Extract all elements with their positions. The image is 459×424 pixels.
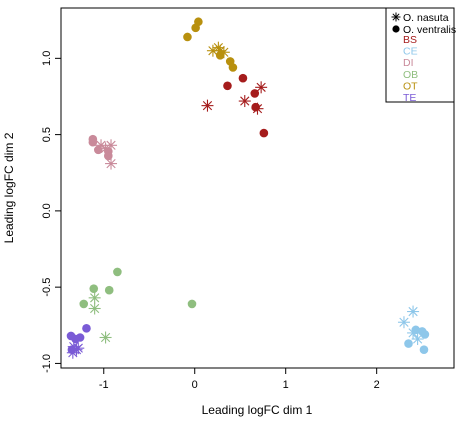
x-tick-label: -1 [99, 379, 109, 391]
data-point-circle [238, 73, 248, 83]
legend-group-label: DI [403, 57, 414, 69]
data-point-asterisk [201, 99, 214, 112]
data-point-circle [89, 284, 99, 293]
data-point-circle [228, 63, 238, 72]
x-tick-label: 1 [283, 379, 289, 391]
data-point-circle [223, 81, 232, 91]
data-point-asterisk [88, 291, 101, 304]
legend-asterisk-marker [391, 12, 401, 22]
legend-group-label: TE [403, 92, 416, 104]
legend-shape-entry: O. nasuta [391, 12, 449, 24]
data-point-circle [94, 145, 103, 155]
y-tick-label: -1.0 [41, 354, 53, 373]
legend-group-label: CE [403, 46, 418, 58]
data-point-circle [404, 339, 413, 348]
data-point-circle [71, 334, 80, 344]
data-point-circle [420, 330, 430, 339]
legend-box [385, 7, 455, 103]
data-point-asterisk [214, 44, 227, 57]
y-tick-label: 1.0 [41, 51, 53, 66]
series-di [88, 134, 118, 170]
data-point-asterisk [397, 316, 410, 329]
data-point-asterisk [99, 142, 112, 155]
data-points [66, 17, 430, 359]
data-point-asterisk [72, 342, 85, 355]
data-point-asterisk [255, 81, 268, 94]
series-te [66, 324, 91, 359]
data-point-asterisk [217, 46, 230, 59]
data-point-asterisk [407, 326, 420, 339]
y-tick-label: 0.0 [41, 203, 53, 218]
legend-group-label: OB [403, 69, 418, 81]
legend-group-label: OT [403, 80, 418, 92]
series-ce [397, 305, 430, 354]
legend-shape-label: O. nasuta [403, 12, 449, 24]
data-point-circle [79, 299, 89, 309]
legend-group-label: BS [403, 34, 417, 46]
legend-shape-label: O. ventralis [403, 24, 456, 36]
series-bs [201, 73, 269, 138]
data-point-circle [187, 299, 197, 309]
data-point-circle [259, 128, 269, 138]
plot-frame [60, 7, 455, 369]
y-tick-label: -0.5 [41, 278, 53, 297]
data-point-circle [104, 285, 114, 295]
data-point-asterisk [99, 331, 112, 344]
x-tick-label: 2 [374, 379, 380, 391]
axis-ticks: -1 0 1 2 -1.0 -0.5 0.0 0.5 1.0 [41, 51, 380, 391]
data-point-circle [419, 345, 429, 354]
data-point-circle [183, 32, 192, 42]
x-axis-title: Leading logFC dim 1 [202, 403, 313, 417]
legend-shape-entry: O. ventralis [392, 24, 456, 36]
data-point-asterisk [105, 157, 118, 170]
y-tick-label: 0.5 [41, 127, 53, 142]
data-point-circle [82, 324, 91, 333]
x-tick-label: 0 [192, 379, 198, 391]
data-point-asterisk [407, 305, 420, 318]
data-point-asterisk [88, 302, 101, 315]
data-point-asterisk [411, 333, 424, 346]
data-point-asterisk [238, 95, 251, 108]
data-point-circle [191, 23, 200, 33]
series-ob [79, 267, 197, 344]
data-point-asterisk [66, 346, 79, 359]
data-point-circle [88, 137, 98, 147]
legend-circle-marker [392, 25, 400, 33]
y-axis-title: Leading logFC dim 2 [2, 132, 16, 243]
data-point-circle [113, 267, 122, 277]
series-ot [183, 17, 238, 72]
data-point-circle [104, 151, 113, 161]
data-point-asterisk [251, 102, 264, 115]
